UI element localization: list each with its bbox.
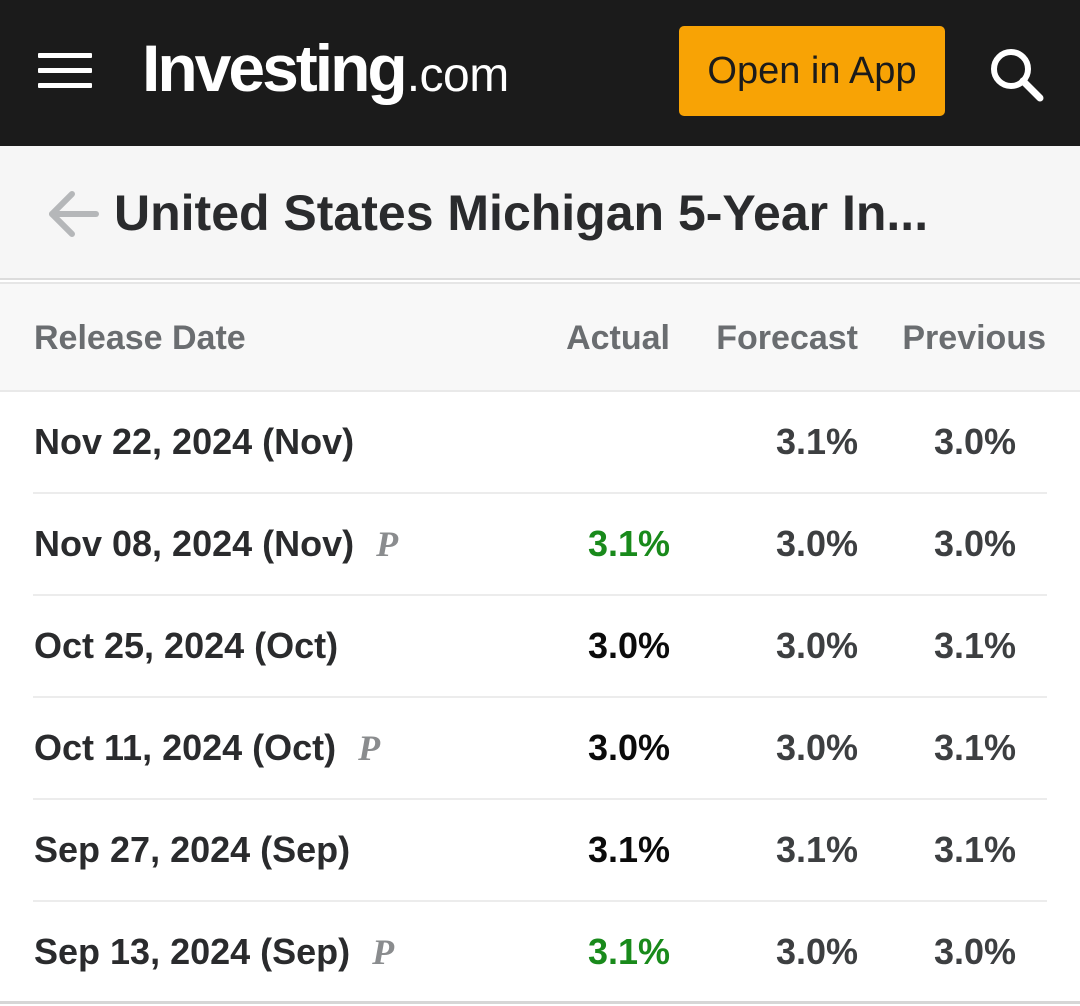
table-row: Oct 11, 2024 (Oct) P 3.0% 3.0% 3.1% bbox=[0, 698, 1080, 800]
top-bar: Investing.com Open in App bbox=[0, 0, 1080, 146]
investing-logo[interactable]: Investing.com bbox=[142, 28, 509, 108]
previous-cell: 3.1% bbox=[933, 625, 1016, 666]
actual-cell: 3.0% bbox=[587, 625, 670, 666]
hamburger-menu-icon[interactable] bbox=[38, 53, 92, 89]
forecast-cell: 3.1% bbox=[775, 829, 858, 870]
logo-brand: Investing bbox=[142, 31, 408, 105]
column-header-actual[interactable]: Actual bbox=[566, 319, 670, 357]
actual-cell: 3.1% bbox=[587, 931, 670, 972]
preliminary-badge: P bbox=[376, 524, 399, 564]
actual-cell: 3.0% bbox=[587, 727, 670, 768]
preliminary-badge: P bbox=[372, 932, 395, 972]
release-date: Nov 22, 2024 (Nov) bbox=[34, 421, 355, 462]
release-date: Oct 25, 2024 (Oct) bbox=[34, 625, 339, 666]
column-header-previous[interactable]: Previous bbox=[902, 319, 1046, 357]
table-row: Sep 13, 2024 (Sep) P 3.1% 3.0% 3.0% bbox=[0, 902, 1080, 1004]
forecast-cell: 3.0% bbox=[775, 523, 858, 564]
previous-cell: 3.0% bbox=[933, 931, 1016, 972]
actual-cell: 3.1% bbox=[587, 523, 670, 564]
forecast-cell: 3.1% bbox=[775, 421, 858, 462]
table-row: Nov 08, 2024 (Nov) P 3.1% 3.0% 3.0% bbox=[0, 494, 1080, 596]
previous-cell: 3.0% bbox=[933, 421, 1016, 462]
release-date: Nov 08, 2024 (Nov) bbox=[34, 523, 355, 564]
previous-cell: 3.1% bbox=[933, 727, 1016, 768]
release-date-cell: Nov 08, 2024 (Nov) P bbox=[34, 494, 398, 594]
preliminary-badge: P bbox=[358, 728, 381, 768]
release-table: Nov 22, 2024 (Nov) 3.1% 3.0% Nov 08, 202… bbox=[0, 392, 1080, 1004]
page-title: United States Michigan 5-Year In... bbox=[114, 185, 929, 241]
forecast-cell: 3.0% bbox=[775, 727, 858, 768]
release-date: Sep 13, 2024 (Sep) bbox=[34, 931, 351, 972]
forecast-cell: 3.0% bbox=[775, 625, 858, 666]
open-in-app-button[interactable]: Open in App bbox=[679, 26, 945, 116]
forecast-cell: 3.0% bbox=[775, 931, 858, 972]
column-header-forecast[interactable]: Forecast bbox=[716, 319, 858, 357]
table-header: Release Date Actual Forecast Previous bbox=[0, 282, 1080, 392]
column-header-release-date[interactable]: Release Date bbox=[34, 319, 246, 357]
back-arrow-icon[interactable] bbox=[44, 186, 100, 242]
previous-cell: 3.1% bbox=[933, 829, 1016, 870]
table-row: Nov 22, 2024 (Nov) 3.1% 3.0% bbox=[0, 392, 1080, 494]
release-date-cell: Sep 27, 2024 (Sep) bbox=[34, 800, 350, 900]
actual-cell: 3.1% bbox=[587, 829, 670, 870]
previous-cell: 3.0% bbox=[933, 523, 1016, 564]
release-date: Sep 27, 2024 (Sep) bbox=[34, 829, 351, 870]
table-row: Sep 27, 2024 (Sep) 3.1% 3.1% 3.1% bbox=[0, 800, 1080, 902]
release-date-cell: Sep 13, 2024 (Sep) P bbox=[34, 902, 394, 1002]
logo-tld: .com bbox=[406, 49, 510, 102]
title-bar: United States Michigan 5-Year In... bbox=[0, 146, 1080, 280]
release-date: Oct 11, 2024 (Oct) bbox=[34, 727, 337, 768]
table-row: Oct 25, 2024 (Oct) 3.0% 3.0% 3.1% bbox=[0, 596, 1080, 698]
release-date-cell: Oct 25, 2024 (Oct) bbox=[34, 596, 338, 696]
release-date-cell: Oct 11, 2024 (Oct) P bbox=[34, 698, 380, 798]
search-icon[interactable] bbox=[986, 44, 1046, 104]
release-date-cell: Nov 22, 2024 (Nov) bbox=[34, 392, 354, 492]
